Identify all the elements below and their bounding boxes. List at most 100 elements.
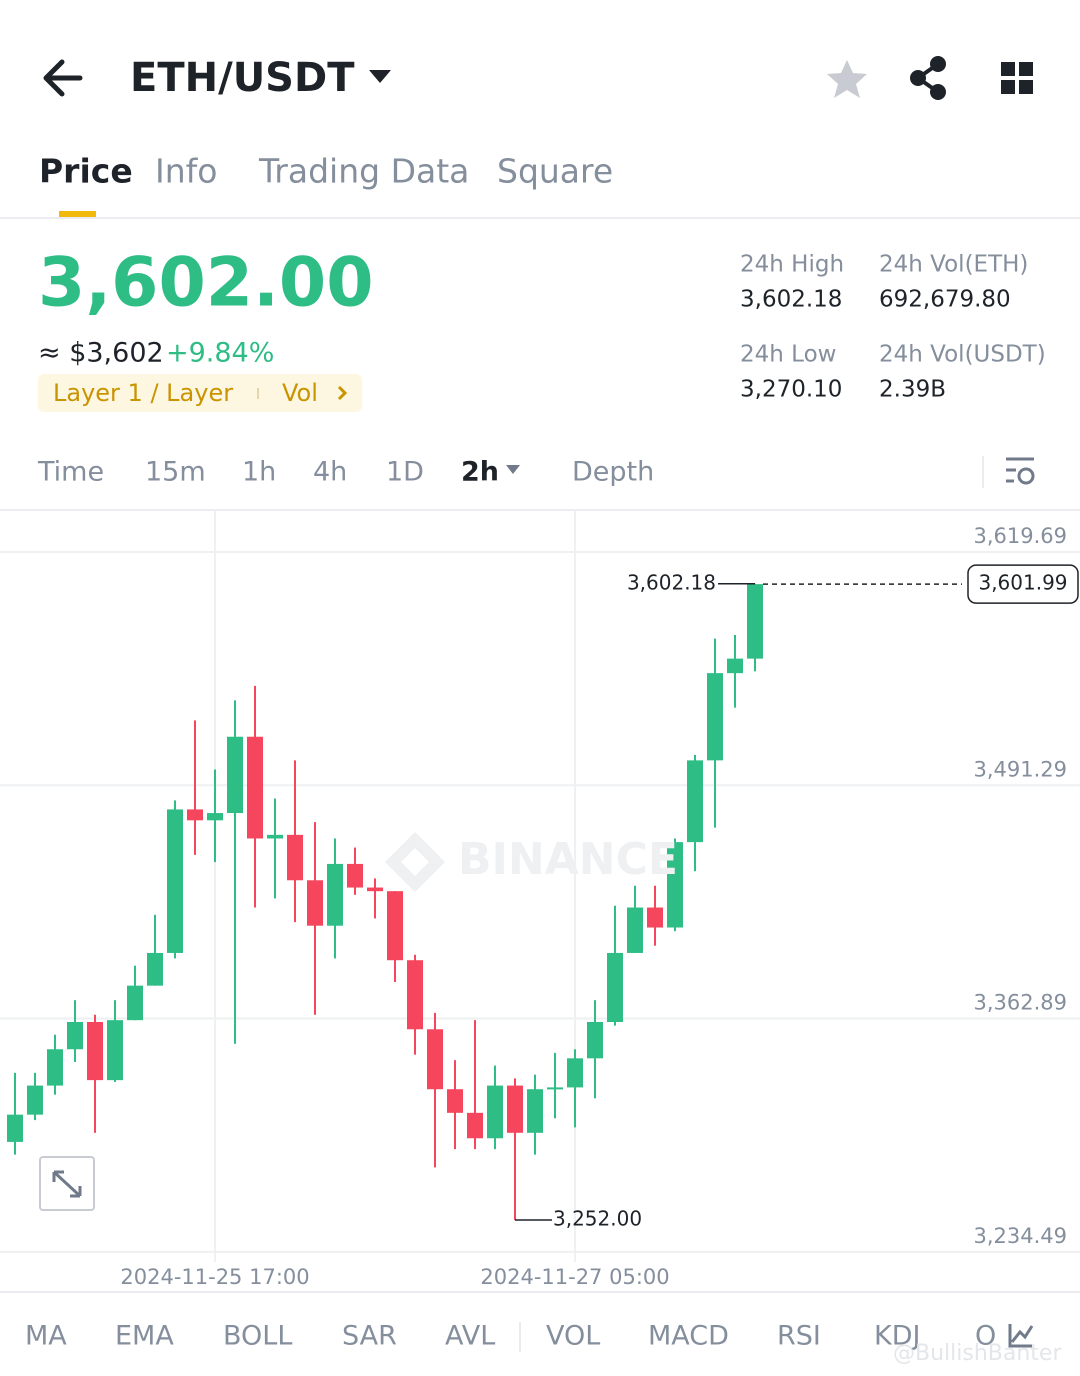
settings-lines: [1006, 457, 1034, 483]
layout-cell: [1001, 80, 1015, 94]
candle-body: [707, 673, 723, 761]
candle-body: [267, 834, 283, 839]
indicator[interactable]: AVL: [445, 1321, 495, 1352]
candle-body: [47, 1049, 63, 1086]
watermark-text: BINANCE: [458, 834, 678, 885]
tab[interactable]: Trading Data: [258, 152, 469, 191]
candle-body: [167, 809, 183, 953]
pair-title[interactable]: ETH/USDT: [130, 55, 355, 101]
indicator[interactable]: BOLL: [223, 1321, 292, 1352]
layout-cell: [1019, 80, 1033, 94]
indicator-settings[interactable]: [1008, 1324, 1034, 1348]
candlestick-chart: 3,234.49 3,362.89 3,491.29 3,619.69 2024-11-…: [0, 510, 1080, 1289]
x-tick-label: 2024-11-25 17:00: [120, 1265, 309, 1289]
interval[interactable]: 2h: [461, 457, 499, 488]
tab[interactable]: Info: [155, 152, 217, 191]
stat-label: 24h Low: [740, 342, 836, 368]
layout-cell: [1001, 62, 1015, 76]
candle-body: [507, 1085, 523, 1133]
candle-body: [27, 1085, 43, 1115]
stat-value: 2.39B: [879, 377, 946, 403]
candle-body: [227, 736, 243, 814]
stat-label: 24h Vol(USDT): [879, 342, 1046, 368]
candle-body: [187, 809, 203, 821]
candle-body: [727, 658, 743, 674]
candle-body: [107, 1020, 123, 1081]
candle-body: [387, 891, 403, 961]
usd-price: ≈ $3,602: [38, 338, 164, 369]
tag-chevron: [337, 385, 348, 401]
indicator[interactable]: EMA: [115, 1321, 174, 1352]
back-button[interactable]: [43, 59, 83, 97]
stat-value: 692,679.80: [879, 287, 1011, 313]
indicator[interactable]: MACD: [648, 1321, 729, 1352]
tab[interactable]: Price: [39, 152, 133, 191]
price-change: +9.84%: [166, 338, 274, 369]
interval-caret[interactable]: [506, 465, 520, 474]
layout-cell: [1019, 62, 1033, 76]
candle-body: [347, 863, 363, 888]
x-tick-label: 2024-11-27 05:00: [480, 1265, 669, 1289]
interval[interactable]: 4h: [313, 457, 347, 488]
last-price-label: 3,601.99: [978, 571, 1067, 595]
indicators: MA EMA BOLL SAR AVL VOL MACD RSI KDJ O: [25, 1321, 996, 1352]
candle-body: [127, 985, 143, 1021]
stat-label: 24h Vol(ETH): [879, 252, 1028, 278]
settings-button[interactable]: [1006, 457, 1035, 485]
candle-body: [627, 907, 643, 953]
tag[interactable]: Layer 1 / Layer: [53, 379, 233, 407]
indicator[interactable]: O: [975, 1321, 996, 1352]
min-label: 3,252.00: [553, 1207, 642, 1231]
stat-value: 3,602.18: [740, 287, 842, 313]
indicator[interactable]: VOL: [546, 1321, 600, 1352]
candle-body: [607, 952, 623, 1022]
candle-body: [407, 960, 423, 1030]
candle-body: [287, 834, 303, 881]
candle-body: [687, 760, 703, 843]
candle-body: [567, 1058, 583, 1088]
settings-gear: [1017, 467, 1035, 485]
stats: 24h High 3,602.18 24h Vol(ETH) 692,679.80 24…: [740, 252, 1046, 403]
y-tick-label: 3,362.89: [973, 991, 1067, 1015]
share-lines: [914, 62, 940, 94]
candle-body: [447, 1089, 463, 1113]
interval[interactable]: Depth: [572, 457, 654, 488]
last-price-box: [967, 564, 1079, 604]
max-label: 3,602.18: [627, 570, 716, 594]
candle-body: [587, 1021, 603, 1059]
indicator[interactable]: SAR: [342, 1321, 397, 1352]
interval[interactable]: 1D: [386, 457, 424, 488]
candle-body: [307, 880, 323, 926]
share-button[interactable]: [910, 56, 946, 100]
tag-box[interactable]: [38, 374, 362, 412]
interval[interactable]: 1h: [242, 457, 276, 488]
expand-icon: [52, 1170, 82, 1198]
tabs: Price Info Trading Data Square: [39, 152, 613, 191]
candle-body: [367, 887, 383, 892]
watermark-handle: @BullishBanter: [893, 1341, 1062, 1366]
interval[interactable]: Time: [37, 457, 104, 488]
stat-label: 24h High: [740, 252, 844, 278]
interval[interactable]: 15m: [145, 457, 206, 488]
intervals: Time 15m 1h 4h 1D 2h Depth: [37, 457, 654, 488]
layout-button[interactable]: [1001, 62, 1033, 94]
candle-body: [7, 1114, 23, 1142]
favorite-star[interactable]: [827, 60, 867, 98]
pair-caret[interactable]: [369, 70, 391, 83]
indicator[interactable]: KDJ: [874, 1321, 920, 1352]
tag[interactable]: Vol: [282, 379, 318, 407]
candle-body: [547, 1087, 563, 1090]
candle-body: [247, 736, 263, 839]
tab[interactable]: Square: [497, 152, 613, 191]
candle-body: [467, 1112, 483, 1139]
y-tick-label: 3,234.49: [973, 1224, 1067, 1248]
candle-body: [427, 1029, 443, 1090]
last-price: 3,602.00: [38, 244, 374, 323]
candle-body: [207, 813, 223, 821]
indicator[interactable]: MA: [25, 1321, 67, 1352]
candle-body: [647, 907, 663, 928]
back-arrow: [43, 59, 83, 97]
indicator[interactable]: RSI: [777, 1321, 821, 1352]
